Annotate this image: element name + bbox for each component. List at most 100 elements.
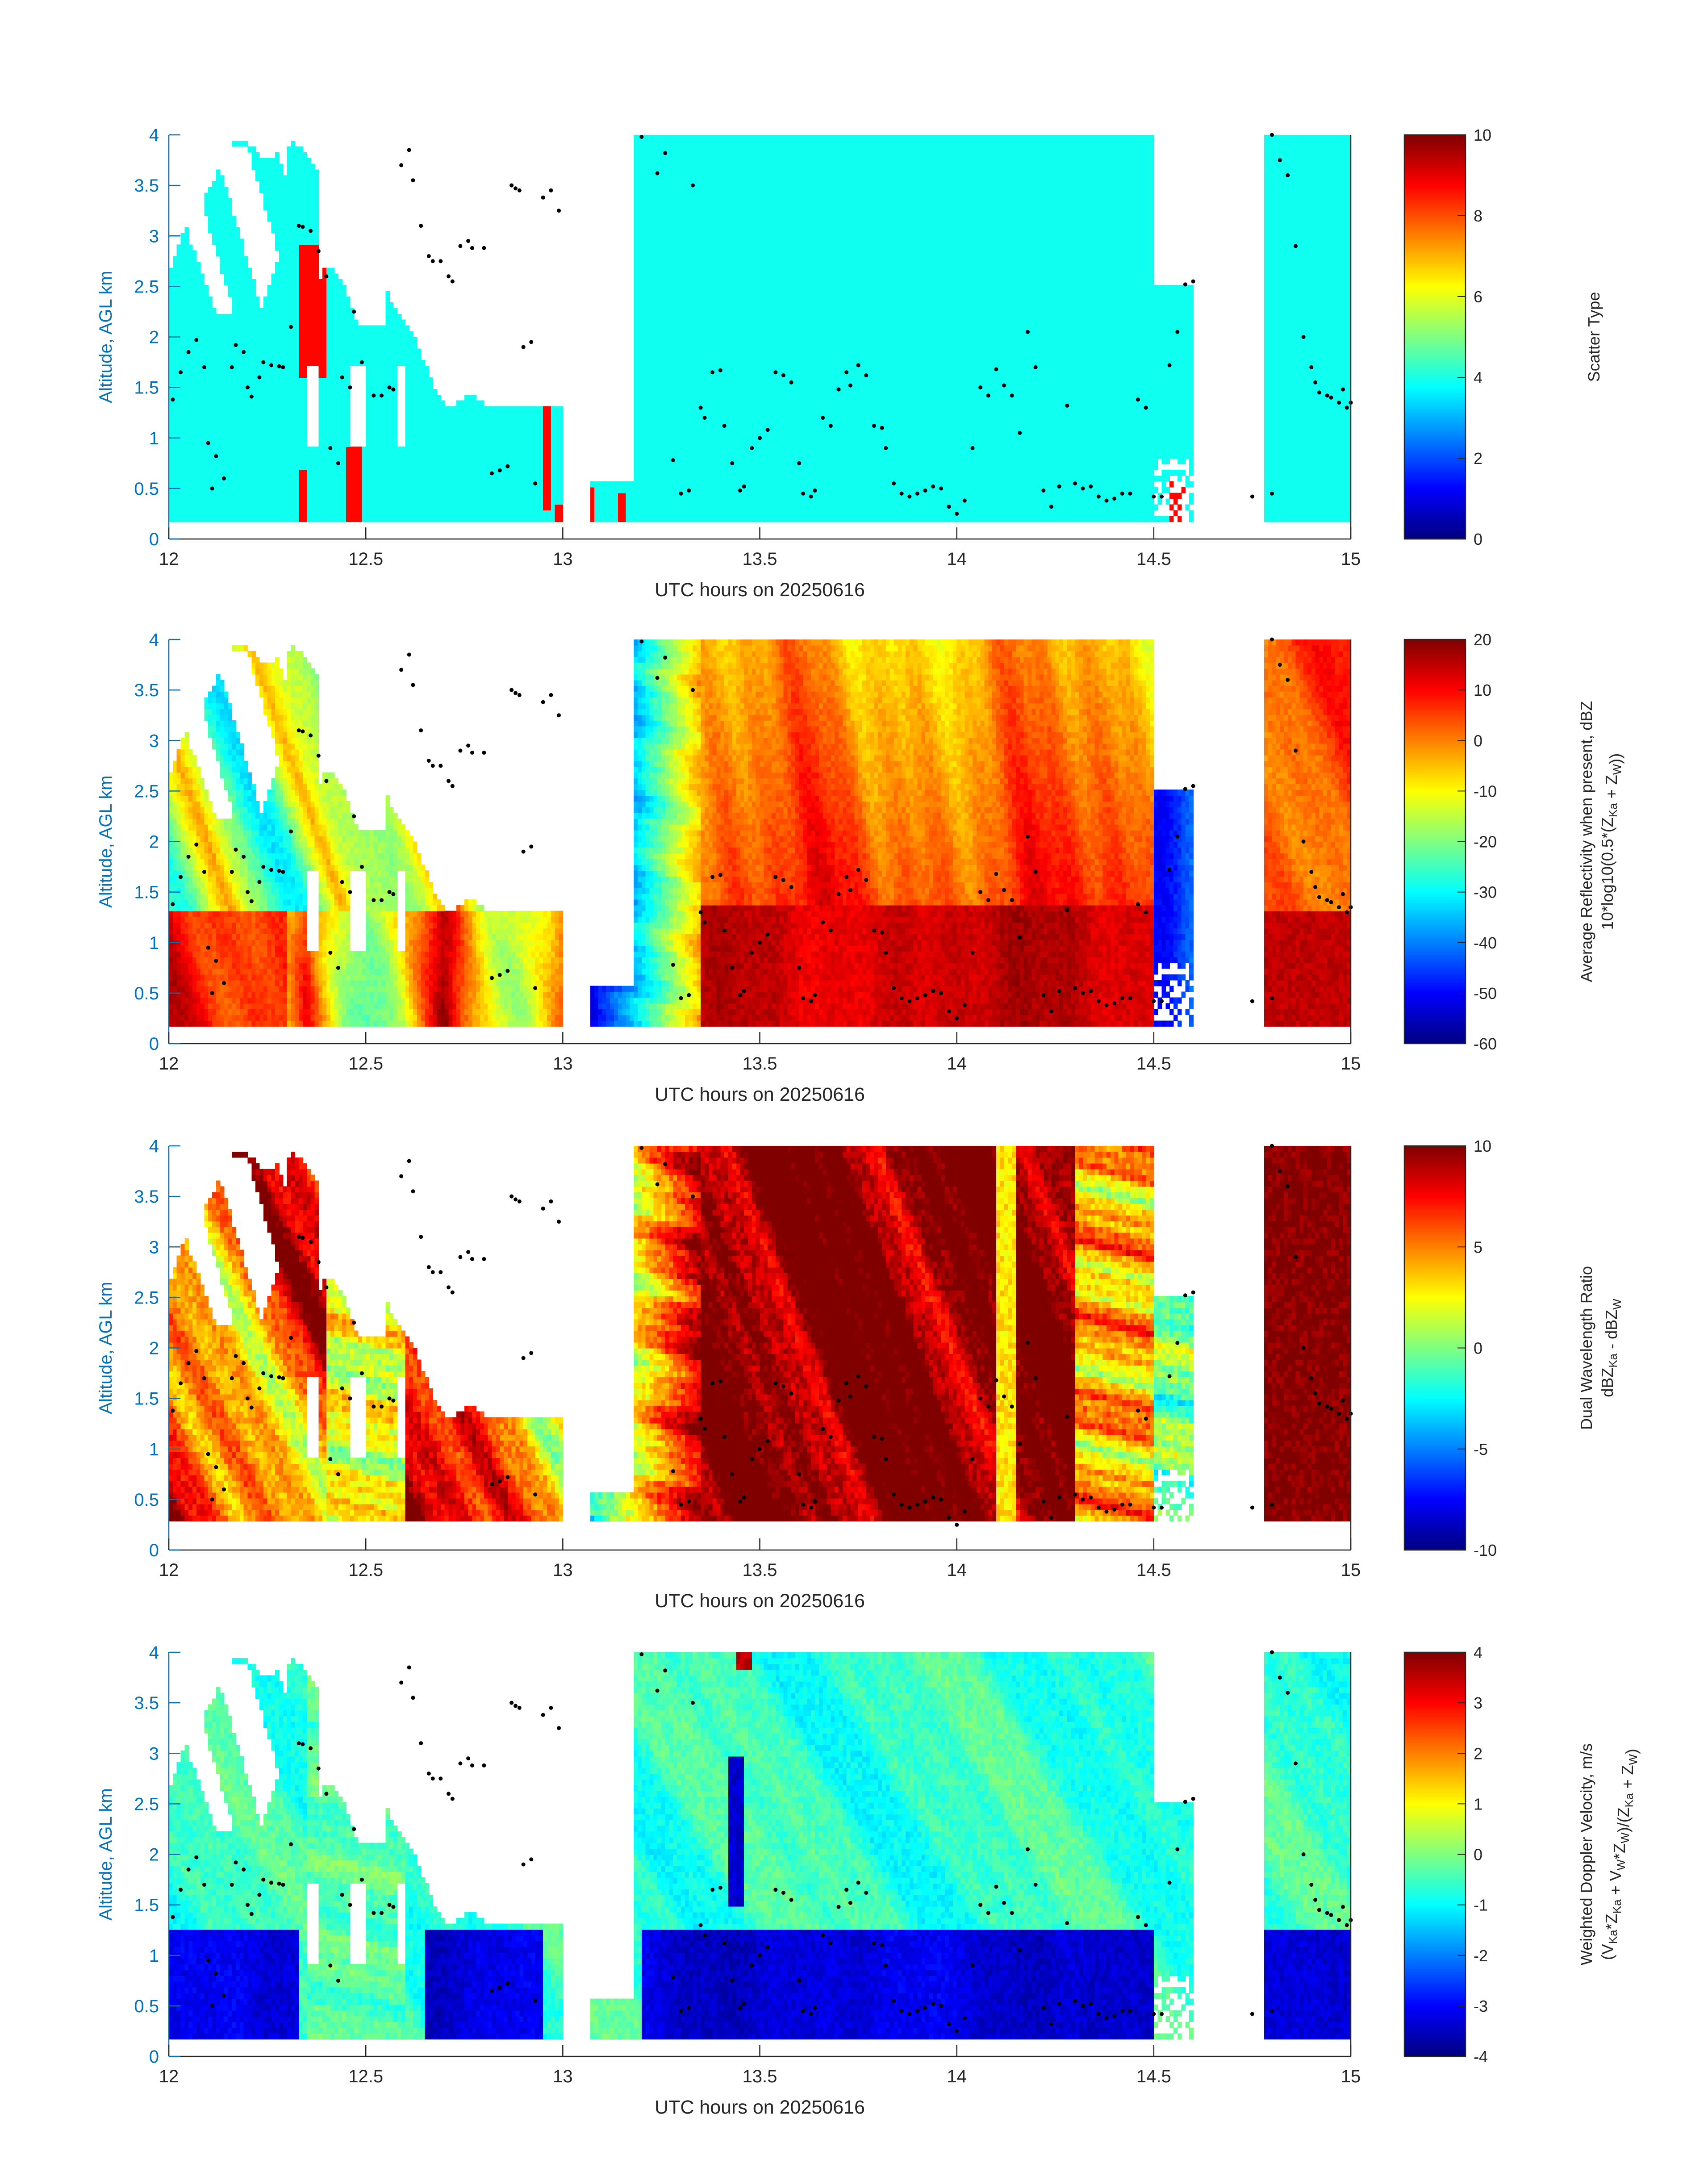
- heatmap-cell: [299, 320, 303, 326]
- heatmap-cell: [208, 204, 213, 210]
- heatmap-cell: [295, 406, 299, 413]
- heatmap-cell: [315, 458, 319, 464]
- heatmap-cell: [232, 481, 236, 488]
- heatmap-cell: [299, 487, 303, 493]
- heatmap-cell: [169, 406, 173, 413]
- heatmap-cell: [295, 481, 299, 488]
- heatmap-cell: [318, 504, 323, 510]
- heatmap-cell: [212, 504, 217, 510]
- heatmap-cell: [212, 233, 217, 239]
- heatmap-cell: [311, 452, 315, 459]
- heatmap-cell: [283, 493, 288, 499]
- heatmap-cell: [291, 141, 296, 147]
- heatmap-cell: [240, 504, 244, 510]
- heatmap-cell: [259, 320, 264, 326]
- heatmap-cell: [244, 516, 248, 522]
- heatmap-cell: [216, 458, 221, 464]
- heatmap-cell: [267, 383, 272, 389]
- heatmap-cell: [279, 447, 284, 453]
- heatmap-cell: [295, 204, 299, 210]
- heatmap-cell: [287, 389, 292, 395]
- heatmap-cell: [267, 314, 272, 320]
- heatmap-cell: [188, 343, 193, 349]
- heatmap-cell: [303, 291, 307, 297]
- heatmap-cell: [248, 389, 252, 395]
- heatmap-cell: [173, 262, 177, 268]
- heatmap-cell: [236, 297, 240, 303]
- heatmap-cell: [244, 360, 248, 366]
- heatmap-cell: [263, 504, 268, 510]
- heatmap-cell: [275, 245, 280, 251]
- heatmap-cell: [295, 198, 299, 205]
- heatmap-cell: [220, 487, 225, 493]
- heatmap-cell: [228, 476, 232, 482]
- heatmap-cell: [303, 297, 307, 303]
- heatmap-cell: [196, 423, 201, 430]
- heatmap-cell: [220, 423, 225, 430]
- heatmap-cell: [307, 314, 311, 320]
- heatmap-cell: [303, 337, 307, 343]
- heatmap-cell: [255, 354, 260, 360]
- heatmap-cell: [228, 383, 232, 389]
- heatmap-cell: [251, 377, 256, 384]
- heatmap-cell: [291, 372, 296, 378]
- heatmap-cell: [291, 383, 296, 389]
- heatmap-cell: [196, 377, 201, 384]
- heatmap-cell: [271, 418, 276, 424]
- heatmap-cell: [291, 429, 296, 435]
- heatmap-cell: [295, 447, 299, 453]
- heatmap-cell: [259, 308, 264, 314]
- heatmap-cell: [299, 251, 303, 257]
- heatmap-cell: [236, 458, 240, 464]
- heatmap-cell: [311, 337, 315, 343]
- heatmap-cell: [295, 175, 299, 182]
- heatmap-cell: [236, 366, 240, 372]
- heatmap-cell: [248, 320, 252, 326]
- heatmap-cell: [208, 464, 213, 470]
- heatmap-cell: [299, 476, 303, 482]
- heatmap-cell: [291, 291, 296, 297]
- heatmap-cell: [192, 302, 197, 309]
- heatmap-cell: [196, 331, 201, 338]
- heatmap-cell: [224, 452, 229, 459]
- heatmap-cell: [311, 262, 315, 268]
- heatmap-cell: [212, 470, 217, 476]
- heatmap-cell: [303, 377, 307, 384]
- heatmap-cell: [283, 308, 288, 314]
- heatmap-cell: [181, 377, 185, 384]
- heatmap-cell: [173, 360, 177, 366]
- heatmap-cell: [188, 406, 193, 413]
- heatmap-cell: [295, 366, 299, 372]
- heatmap-cell: [220, 395, 225, 401]
- heatmap-cell: [236, 423, 240, 430]
- heatmap-cell: [196, 441, 201, 447]
- heatmap-cell: [212, 227, 217, 234]
- heatmap-cell: [283, 458, 288, 464]
- heatmap-cell: [181, 279, 185, 285]
- heatmap-cell: [251, 458, 256, 464]
- heatmap-cell: [291, 435, 296, 441]
- heatmap-cell: [173, 510, 177, 516]
- heatmap-cell: [192, 447, 197, 453]
- heatmap-cell: [311, 504, 315, 510]
- heatmap-cell: [283, 343, 288, 349]
- heatmap-cell: [208, 221, 213, 228]
- heatmap-cell: [263, 302, 268, 309]
- heatmap-cell: [240, 314, 244, 320]
- heatmap-cell: [192, 418, 197, 424]
- heatmap-cell: [220, 418, 225, 424]
- heatmap-cell: [275, 227, 280, 234]
- heatmap-cell: [307, 267, 311, 274]
- heatmap-cell: [287, 372, 292, 378]
- heatmap-cell: [259, 383, 264, 389]
- heatmap-cell: [224, 366, 229, 372]
- heatmap-cell: [299, 297, 303, 303]
- heatmap-cell: [287, 429, 292, 435]
- heatmap-cell: [248, 267, 252, 274]
- heatmap-cell: [204, 423, 209, 430]
- heatmap-cell: [173, 406, 177, 413]
- heatmap-cell: [192, 412, 197, 418]
- heatmap-cell: [224, 192, 229, 199]
- heatmap-cell: [244, 279, 248, 285]
- heatmap-cell: [173, 476, 177, 482]
